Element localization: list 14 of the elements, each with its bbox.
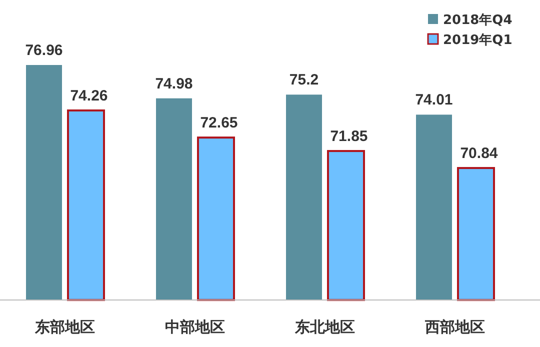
data-label: 72.65 — [200, 114, 238, 132]
legend-label: 2019年Q1 — [443, 33, 512, 48]
data-label: 74.26 — [70, 87, 108, 104]
data-label: 70.84 — [460, 145, 498, 162]
x-tick-label: 东北地区 — [294, 318, 355, 336]
data-label: 71.85 — [330, 128, 368, 146]
data-label: 75.2 — [289, 72, 319, 89]
x-tick-label: 东部地区 — [34, 318, 95, 336]
data-label: 76.96 — [25, 42, 63, 59]
legend-label: 2018年Q4 — [443, 13, 512, 28]
x-tick-label: 中部地区 — [165, 318, 225, 336]
data-label: 74.98 — [155, 75, 193, 92]
x-tick-label: 西部地区 — [424, 318, 485, 336]
data-label: 74.01 — [415, 92, 453, 109]
